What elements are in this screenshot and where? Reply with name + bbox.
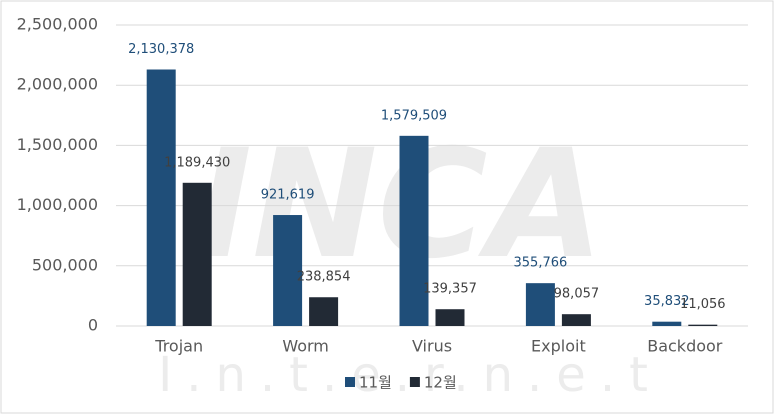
bar bbox=[309, 297, 339, 326]
legend-swatch bbox=[409, 377, 420, 387]
x-tick-label: Worm bbox=[282, 337, 329, 356]
bar bbox=[273, 215, 303, 326]
x-tick-label: Exploit bbox=[531, 337, 586, 356]
value-label: 11,056 bbox=[680, 297, 726, 312]
bar bbox=[688, 324, 718, 326]
value-label: 1,579,509 bbox=[381, 108, 447, 123]
legend-label: 12월 bbox=[424, 374, 457, 392]
bar bbox=[525, 283, 555, 326]
value-label: 1,189,430 bbox=[164, 155, 230, 170]
y-tick-label: 0 bbox=[88, 316, 98, 335]
y-tick-label: 1,500,000 bbox=[17, 135, 98, 154]
value-label: 921,619 bbox=[261, 188, 315, 203]
y-tick-label: 2,000,000 bbox=[17, 75, 98, 94]
value-label: 139,357 bbox=[423, 282, 477, 297]
value-label: 238,854 bbox=[297, 270, 351, 285]
y-tick-label: 2,500,000 bbox=[17, 15, 98, 34]
bar bbox=[146, 69, 176, 326]
legend-label: 11월 bbox=[359, 374, 392, 392]
y-tick-label: 500,000 bbox=[32, 255, 98, 274]
bar bbox=[399, 135, 429, 326]
bar bbox=[561, 314, 591, 326]
value-label: 35,832 bbox=[644, 294, 690, 309]
x-tick-label: Backdoor bbox=[647, 337, 723, 356]
bar bbox=[435, 309, 465, 326]
value-label: 2,130,378 bbox=[128, 42, 194, 57]
bar bbox=[182, 182, 212, 326]
x-tick-label: Virus bbox=[412, 337, 452, 356]
watermark-tagline: I.n.t.e.r.n.e.t bbox=[158, 347, 662, 403]
value-label: 355,766 bbox=[514, 256, 568, 271]
bar bbox=[652, 321, 682, 326]
legend-swatch bbox=[345, 377, 355, 387]
x-tick-label: Trojan bbox=[154, 337, 203, 356]
value-label: 98,057 bbox=[554, 287, 600, 302]
y-tick-label: 1,000,000 bbox=[17, 195, 98, 214]
